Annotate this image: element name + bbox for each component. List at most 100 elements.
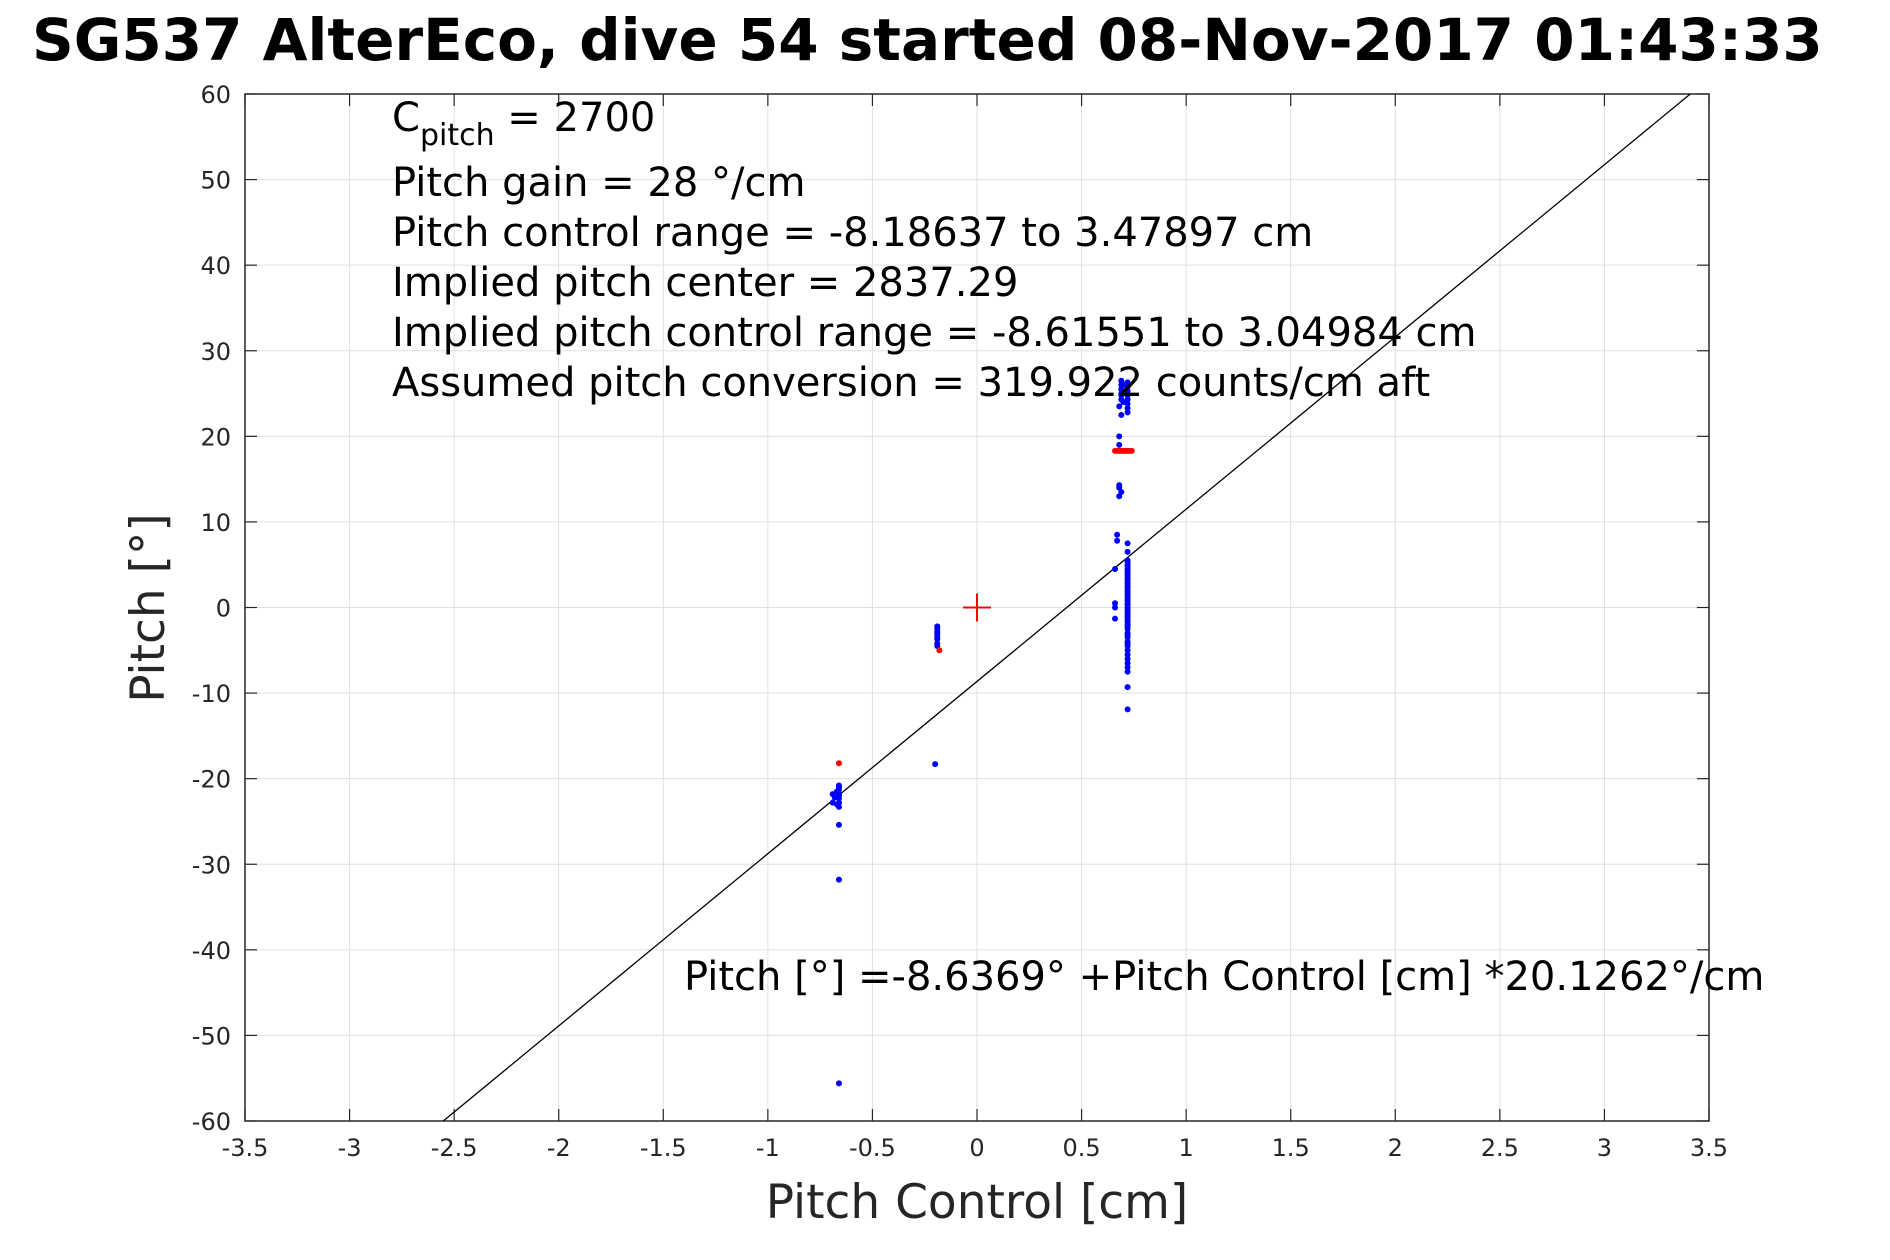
x-axis-label: Pitch Control [cm] [766, 1175, 1189, 1230]
blue-data-point [1114, 537, 1121, 544]
blue-data-point [1124, 409, 1131, 416]
blue-data-point [1112, 604, 1119, 611]
red-data-point [1128, 447, 1135, 454]
y-tick-label: -30 [192, 851, 231, 879]
x-tick-label: -0.5 [849, 1134, 896, 1162]
y-tick-label: 20 [200, 423, 231, 451]
blue-data-point [835, 821, 842, 828]
blue-data-point [1116, 441, 1123, 448]
x-tick-label: -1.5 [640, 1134, 687, 1162]
fit-line [442, 93, 1691, 1122]
blue-data-point [1124, 540, 1131, 547]
blue-data-point [1124, 640, 1131, 647]
y-tick-label: 60 [200, 81, 231, 109]
blue-data-point [835, 876, 842, 883]
fit-line-group [442, 93, 1691, 1122]
x-tick-label: -3.5 [222, 1134, 269, 1162]
y-axis-label: Pitch [°] [121, 513, 176, 703]
annotation-pitch-conversion: Assumed pitch conversion = 319.922 count… [392, 360, 1430, 406]
blue-data-point [934, 625, 941, 632]
blue-data-point [1124, 651, 1131, 658]
blue-data-point [1124, 647, 1131, 654]
data-points [829, 377, 1135, 1087]
annotation-implied-control-range: Implied pitch control range = -8.61551 t… [392, 310, 1476, 356]
x-tick-label: 0 [969, 1134, 984, 1162]
axis-ticks: -3.5 -3 -2.5 -2 -1.5 -1 -0.5 0 0.5 1 1.5 2 2.5 3 3.5 60… [192, 81, 1728, 1162]
blue-data-point [1124, 655, 1131, 662]
blue-data-point [829, 791, 836, 798]
blue-data-point [1124, 610, 1131, 617]
x-tick-label: 2 [1388, 1134, 1403, 1162]
blue-data-point [1116, 403, 1123, 410]
blue-data-point [1124, 614, 1131, 621]
c-pitch-value: = 2700 [495, 95, 656, 141]
blue-data-point [1124, 593, 1131, 600]
blue-data-point [1124, 660, 1131, 667]
blue-data-point [932, 761, 939, 768]
blue-data-point [829, 799, 836, 806]
blue-data-point [1112, 565, 1119, 572]
blue-data-point [1114, 531, 1121, 538]
blue-data-point [1124, 387, 1131, 394]
x-tick-label: 2.5 [1481, 1134, 1519, 1162]
x-tick-label: 0.5 [1062, 1134, 1100, 1162]
annotation-pitch-control-range: Pitch control range = -8.18637 to 3.4789… [392, 210, 1313, 256]
c-pitch-subscript: pitch [420, 118, 495, 153]
blue-data-point [1124, 392, 1131, 399]
x-tick-label: -3 [338, 1134, 362, 1162]
blue-data-point [1124, 567, 1131, 574]
blue-data-point [1124, 576, 1131, 583]
y-tick-label: -20 [192, 766, 231, 794]
blue-data-point [1124, 571, 1131, 578]
blue-data-point [1124, 563, 1131, 570]
blue-data-point [1124, 405, 1131, 412]
blue-data-point [1112, 615, 1119, 622]
y-tick-label: 30 [200, 338, 231, 366]
x-tick-label: -2 [547, 1134, 571, 1162]
blue-data-point [1124, 619, 1131, 626]
y-tick-label: -60 [192, 1108, 231, 1136]
blue-data-point [1118, 411, 1125, 418]
blue-data-point [1124, 601, 1131, 608]
y-tick-label: 10 [200, 509, 231, 537]
blue-data-point [835, 1080, 842, 1087]
red-data-point [835, 760, 842, 767]
blue-data-point [1112, 600, 1119, 607]
blue-data-point [1124, 548, 1131, 555]
blue-data-point [934, 630, 941, 637]
blue-data-point [1124, 606, 1131, 613]
y-tick-label: -50 [192, 1022, 231, 1050]
blue-data-point [835, 803, 842, 810]
blue-data-point [1120, 381, 1127, 388]
blue-data-point [1124, 684, 1131, 691]
grid-lines [244, 93, 1710, 1122]
x-tick-label: 1.5 [1272, 1134, 1310, 1162]
blue-data-point [1120, 399, 1127, 406]
blue-data-point [1124, 584, 1131, 591]
blue-data-point [1124, 664, 1131, 671]
blue-data-point [1124, 706, 1131, 713]
y-tick-label: -40 [192, 937, 231, 965]
x-tick-label: 3.5 [1690, 1134, 1728, 1162]
blue-data-point [1124, 631, 1131, 638]
blue-data-point [1124, 623, 1131, 630]
annotation-implied-pitch-center: Implied pitch center = 2837.29 [392, 260, 1018, 306]
y-tick-label: -10 [192, 680, 231, 708]
blue-data-point [1124, 668, 1131, 675]
c-pitch-prefix: C [392, 95, 420, 141]
blue-data-point [1124, 597, 1131, 604]
blue-data-point [1116, 433, 1123, 440]
chart-title: SG537 AlterEco, dive 54 started 08-Nov-2… [32, 6, 1823, 74]
annotation-c-pitch: Cpitch = 2700 [392, 95, 655, 153]
x-tick-label: 3 [1597, 1134, 1612, 1162]
x-tick-label: -2.5 [431, 1134, 478, 1162]
x-tick-label: -1 [756, 1134, 780, 1162]
blue-data-point [1124, 589, 1131, 596]
blue-data-point [1116, 493, 1123, 500]
red-data-point [936, 647, 943, 654]
blue-data-point [934, 635, 941, 642]
x-tick-label: 1 [1179, 1134, 1194, 1162]
annotation-pitch-gain: Pitch gain = 28 °/cm [392, 160, 805, 206]
y-tick-label: 50 [200, 167, 231, 195]
